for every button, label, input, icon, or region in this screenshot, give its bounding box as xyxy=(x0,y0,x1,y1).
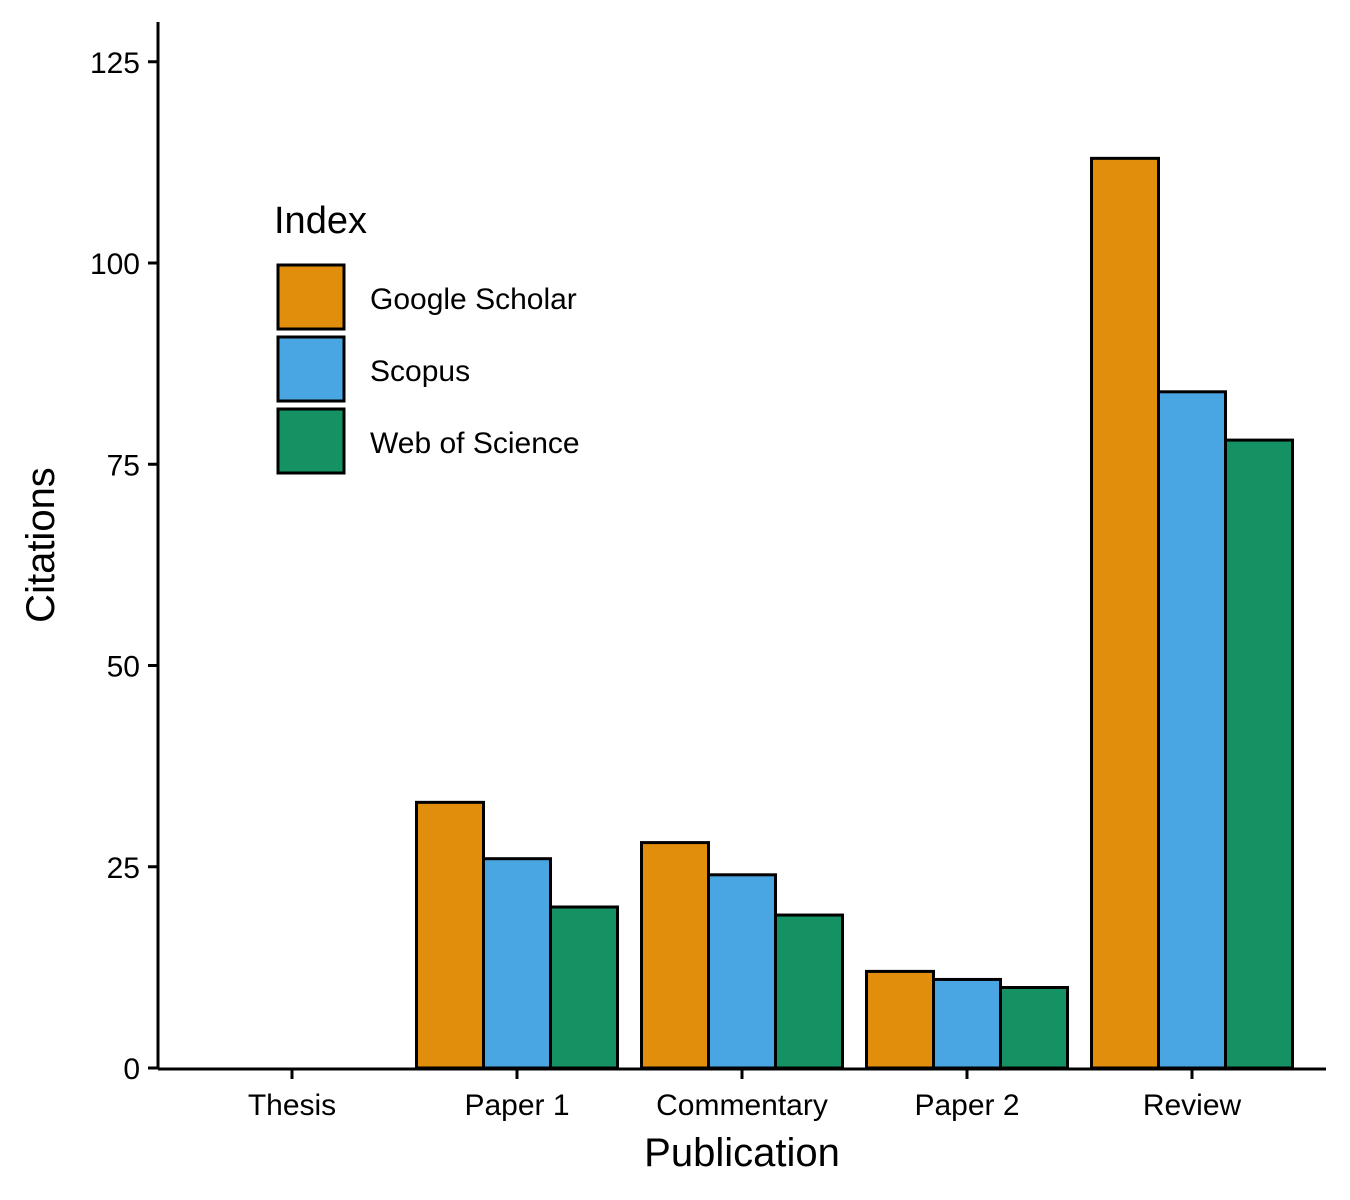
bar-scopus-paper-2 xyxy=(932,977,1002,1070)
bar-web-of-science-paper-1 xyxy=(549,905,619,1070)
legend-label: Web of Science xyxy=(370,427,580,460)
bar-web-of-science-review xyxy=(1224,438,1294,1070)
legend-label: Google Scholar xyxy=(370,283,577,316)
y-axis-title: Citations xyxy=(19,467,63,623)
x-ticks: Thesis Paper 1 Commentary Paper 2 Review xyxy=(248,1069,1242,1122)
legend-key-web-of-science xyxy=(276,407,346,475)
legend-label: Scopus xyxy=(370,355,470,388)
x-tick-label: Commentary xyxy=(656,1089,828,1122)
y-tick-label: 25 xyxy=(107,852,140,885)
bar-google-scholar-commentary xyxy=(640,841,710,1070)
x-tick-label: Paper 2 xyxy=(914,1089,1019,1122)
y-tick-label: 100 xyxy=(90,248,140,281)
y-tick-label: 125 xyxy=(90,47,140,80)
x-tick-label: Paper 1 xyxy=(464,1089,569,1122)
bar-scopus-commentary xyxy=(707,873,777,1070)
bar-google-scholar-paper-1 xyxy=(415,800,485,1070)
x-axis-title: Publication xyxy=(644,1131,840,1175)
y-ticks: 0 25 50 75 100 125 xyxy=(90,47,158,1086)
y-tick-label: 50 xyxy=(107,651,140,684)
x-tick-label: Review xyxy=(1143,1089,1242,1122)
bar-scopus-review xyxy=(1157,390,1227,1070)
bars-layer xyxy=(415,156,1294,1070)
bar-google-scholar-review xyxy=(1090,156,1160,1070)
y-tick-label: 75 xyxy=(107,449,140,482)
legend-title: Index xyxy=(274,200,367,242)
legend-key-scopus xyxy=(276,335,346,403)
bar-web-of-science-commentary xyxy=(774,913,844,1070)
legend: Index Google Scholar Scopus Web of Science xyxy=(274,200,580,475)
bar-scopus-paper-1 xyxy=(482,857,552,1070)
bar-web-of-science-paper-2 xyxy=(999,986,1069,1070)
x-tick-label: Thesis xyxy=(248,1089,336,1122)
legend-key-google-scholar xyxy=(276,263,346,331)
bar-google-scholar-paper-2 xyxy=(865,969,935,1070)
y-tick-label: 0 xyxy=(123,1053,140,1086)
